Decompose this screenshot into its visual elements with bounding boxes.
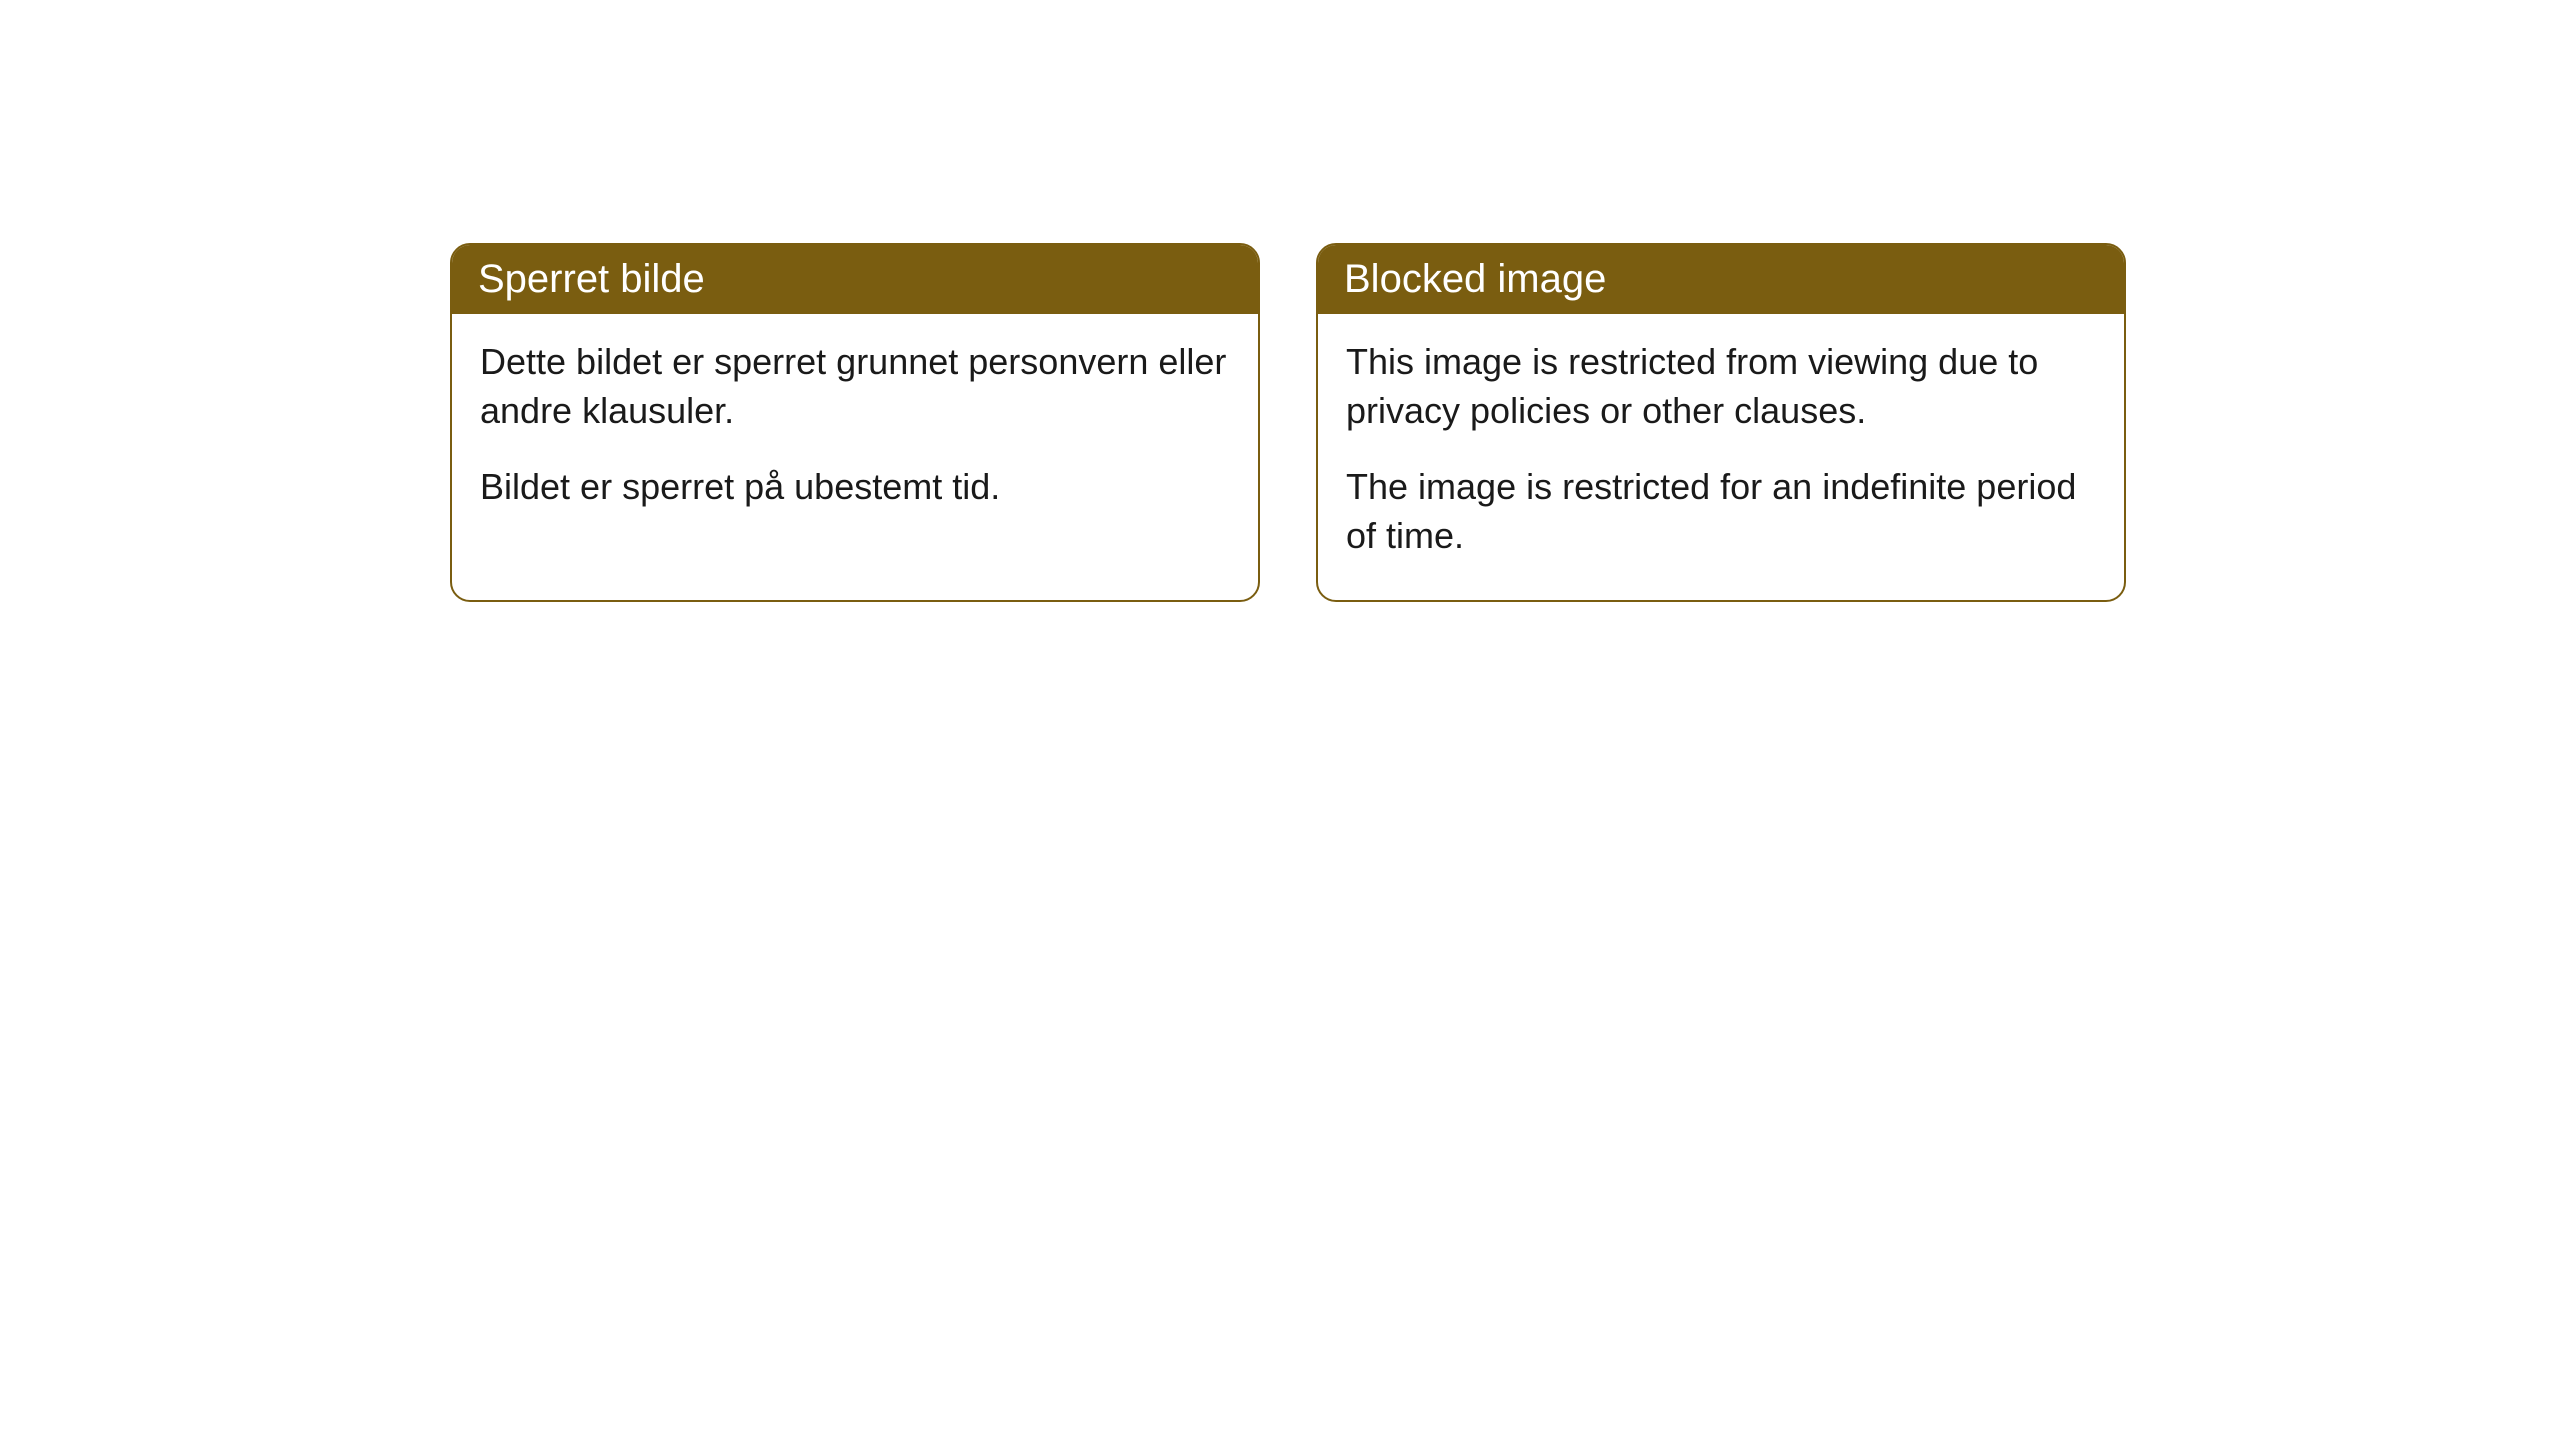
card-paragraph: The image is restricted for an indefinit… (1346, 463, 2096, 560)
card-body: Dette bildet er sperret grunnet personve… (452, 314, 1258, 552)
cards-container: Sperret bilde Dette bildet er sperret gr… (0, 0, 2560, 602)
card-body: This image is restricted from viewing du… (1318, 314, 2124, 600)
card-header: Sperret bilde (452, 245, 1258, 314)
card-paragraph: This image is restricted from viewing du… (1346, 338, 2096, 435)
notice-card-english: Blocked image This image is restricted f… (1316, 243, 2126, 602)
card-title: Sperret bilde (478, 257, 705, 301)
card-title: Blocked image (1344, 257, 1606, 301)
card-paragraph: Dette bildet er sperret grunnet personve… (480, 338, 1230, 435)
card-header: Blocked image (1318, 245, 2124, 314)
notice-card-norwegian: Sperret bilde Dette bildet er sperret gr… (450, 243, 1260, 602)
card-paragraph: Bildet er sperret på ubestemt tid. (480, 463, 1230, 512)
